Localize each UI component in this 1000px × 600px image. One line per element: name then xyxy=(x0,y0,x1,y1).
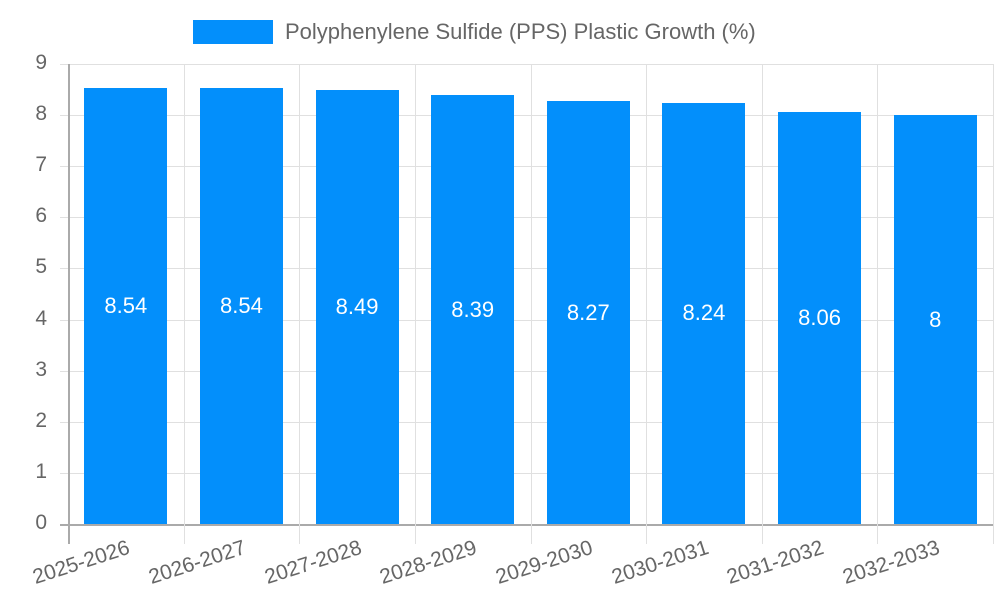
legend-label: Polyphenylene Sulfide (PPS) Plastic Grow… xyxy=(285,19,756,44)
bar-data-label: 8.39 xyxy=(451,296,495,322)
gridline-horizontal xyxy=(60,524,993,526)
gridline-horizontal xyxy=(60,217,993,219)
bar[interactable]: 8.06 xyxy=(778,112,862,524)
bar-data-label: 8.54 xyxy=(220,292,263,318)
bar-data-label: 8.06 xyxy=(798,305,841,330)
gridline-vertical xyxy=(993,64,994,544)
bar-data-label: 8.24 xyxy=(682,300,726,326)
y-axis-tick-label: 8 xyxy=(35,102,47,126)
gridline-horizontal xyxy=(60,421,993,423)
x-axis-tick-label: 2030-2031 xyxy=(608,536,712,589)
chart-legend[interactable]: Polyphenylene Sulfide (PPS) Plastic Grow… xyxy=(193,19,756,45)
bar[interactable]: 8.39 xyxy=(431,95,515,524)
x-axis-tick-label: 2028-2029 xyxy=(377,536,480,589)
bar[interactable]: 8.27 xyxy=(546,101,630,524)
bar-data-label: 8.27 xyxy=(566,299,610,325)
gridline-vertical xyxy=(877,64,879,544)
x-axis-tick-label: 2031-2032 xyxy=(724,536,827,589)
bar[interactable]: 8.54 xyxy=(199,87,283,524)
y-axis-tick-label: 7 xyxy=(35,153,47,177)
gridline-horizontal xyxy=(60,319,993,321)
y-axis-tick-label: 2 xyxy=(35,408,47,432)
y-axis-tick-label: 4 xyxy=(35,306,47,330)
bar[interactable]: 8 xyxy=(893,115,977,524)
y-axis-line xyxy=(68,64,70,544)
x-axis-tick-label: 2029-2030 xyxy=(492,536,596,589)
gridline-vertical xyxy=(414,64,416,544)
gridline-horizontal xyxy=(60,166,993,168)
bar-data-label: 8.54 xyxy=(104,292,148,318)
x-axis-tick-label: 2027-2028 xyxy=(261,536,365,589)
gridline-vertical xyxy=(183,64,185,544)
y-axis-tick-label: 5 xyxy=(35,255,47,279)
gridline-horizontal xyxy=(60,115,993,117)
gridline-horizontal xyxy=(60,64,993,65)
y-axis-tick-label: 6 xyxy=(35,204,47,228)
gridline-horizontal xyxy=(60,472,993,474)
bar[interactable]: 8.24 xyxy=(662,102,746,524)
bar[interactable]: 8.49 xyxy=(315,90,399,524)
gridline-horizontal xyxy=(60,370,993,372)
gridline-vertical xyxy=(646,64,648,544)
y-axis-tick-label: 9 xyxy=(35,51,47,74)
y-axis-tick-label: 3 xyxy=(35,357,47,381)
bar-data-label: 8 xyxy=(929,306,942,332)
y-axis-tick-label: 0 xyxy=(35,511,47,534)
x-axis-tick-label: 2025-2026 xyxy=(30,536,133,589)
y-axis-tick-label: 1 xyxy=(35,459,47,483)
gridline-vertical xyxy=(530,64,532,544)
legend-swatch xyxy=(193,20,273,44)
bar[interactable]: 8.54 xyxy=(84,87,168,524)
gridline-horizontal xyxy=(60,268,993,270)
bar-data-label: 8.49 xyxy=(335,294,379,320)
gridline-vertical xyxy=(761,64,763,544)
x-axis-tick-label: 2032-2033 xyxy=(839,536,943,589)
gridline-vertical xyxy=(299,64,301,544)
x-axis-tick-label: 2026-2027 xyxy=(145,536,249,589)
